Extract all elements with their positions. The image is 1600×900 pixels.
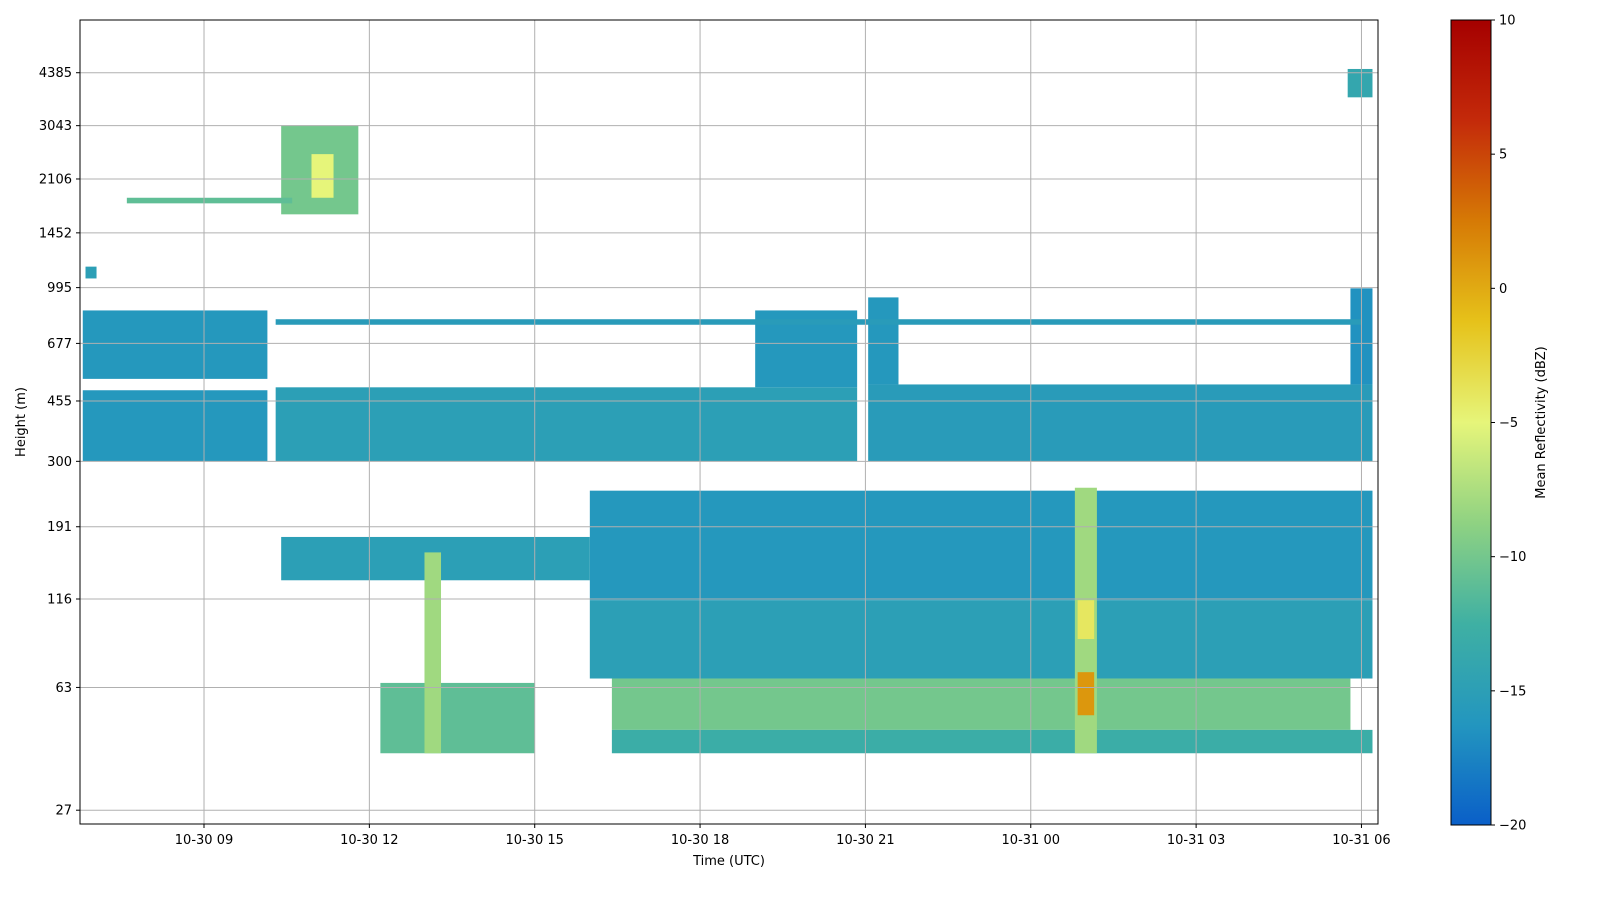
reflectivity-cell-elevated-band <box>126 197 293 204</box>
grid-lines <box>80 20 1378 824</box>
y-tick-label: 191 <box>47 520 72 535</box>
reflectivity-cell-precip-core <box>1077 600 1095 640</box>
x-tick-label: 10-31 03 <box>1167 833 1225 848</box>
y-tick-label: 2106 <box>39 172 72 187</box>
y-tick-label: 455 <box>47 394 72 409</box>
colorbar-ticks: 10 5 0 −5 −10 −15 −20 <box>1491 14 1526 834</box>
reflectivity-cell-upper-cloud-layer <box>82 390 268 462</box>
y-tick-label: 4385 <box>39 66 72 81</box>
reflectivity-cell-surface-layer <box>380 682 535 754</box>
y-axis-label: Height (m) <box>14 387 29 457</box>
y-tick-label: 1452 <box>39 226 72 241</box>
colorbar-tick-label: −15 <box>1499 684 1526 699</box>
y-tick-label: 27 <box>55 804 72 819</box>
reflectivity-cell-convective-streak <box>424 552 442 754</box>
reflectivity-cell-upper-cloud-layer <box>82 310 268 379</box>
heatmap-cells <box>82 68 1373 754</box>
x-tick-label: 10-30 12 <box>340 833 398 848</box>
colorbar-tick-label: −20 <box>1499 819 1526 834</box>
reflectivity-cell-lower-cloud-layer <box>589 600 1373 679</box>
y-tick-label: 995 <box>47 281 72 296</box>
reflectivity-cell-lower-cloud-layer <box>589 490 1373 601</box>
x-tick-label: 10-31 06 <box>1332 833 1390 848</box>
x-axis-ticks: 10-30 09 10-30 12 10-30 15 10-30 18 10-30 21… <box>175 824 1391 848</box>
y-tick-label: 3043 <box>39 119 72 134</box>
reflectivity-cell-small-patch <box>85 266 97 279</box>
reflectivity-cell-upper-cloud-layer <box>868 297 899 385</box>
reflectivity-cell-precip-core <box>1077 672 1095 716</box>
x-tick-label: 10-30 09 <box>175 833 233 848</box>
colorbar-tick-label: 5 <box>1499 148 1507 163</box>
reflectivity-cell-upper-cloud-layer <box>275 387 858 462</box>
y-tick-label: 116 <box>47 592 72 607</box>
colorbar-tick-label: 0 <box>1499 282 1507 297</box>
x-tick-label: 10-30 21 <box>836 833 894 848</box>
x-tick-label: 10-31 00 <box>1002 833 1060 848</box>
colorbar-tick-label: 10 <box>1499 14 1516 29</box>
y-tick-label: 300 <box>47 455 72 470</box>
x-tick-label: 10-30 18 <box>671 833 729 848</box>
colorbar-label: Mean Reflectivity (dBZ) <box>1534 346 1549 499</box>
reflectivity-cell-mid-cloud-band <box>275 319 1362 325</box>
reflectivity-cell-elevated-cell-core <box>311 154 334 198</box>
colorbar-tick-label: −10 <box>1499 550 1526 565</box>
colorbar-tick-label: −5 <box>1499 416 1518 431</box>
y-tick-label: 677 <box>47 337 72 352</box>
y-axis-ticks: 27 63 116 191 300 455 677 995 1452 2106 3043 4385 <box>39 66 80 819</box>
reflectivity-cell-surface-layer <box>611 729 1373 754</box>
reflectivity-cell-surface-layer <box>611 678 1351 730</box>
reflectivity-cell-upper-cloud-layer <box>868 384 1373 462</box>
colorbar <box>1450 19 1492 826</box>
x-axis-label: Time (UTC) <box>692 854 765 869</box>
reflectivity-cell-high-cloud <box>1347 68 1373 98</box>
y-tick-label: 63 <box>55 681 72 696</box>
plot-frame <box>79 19 1379 825</box>
x-tick-label: 10-30 15 <box>505 833 563 848</box>
